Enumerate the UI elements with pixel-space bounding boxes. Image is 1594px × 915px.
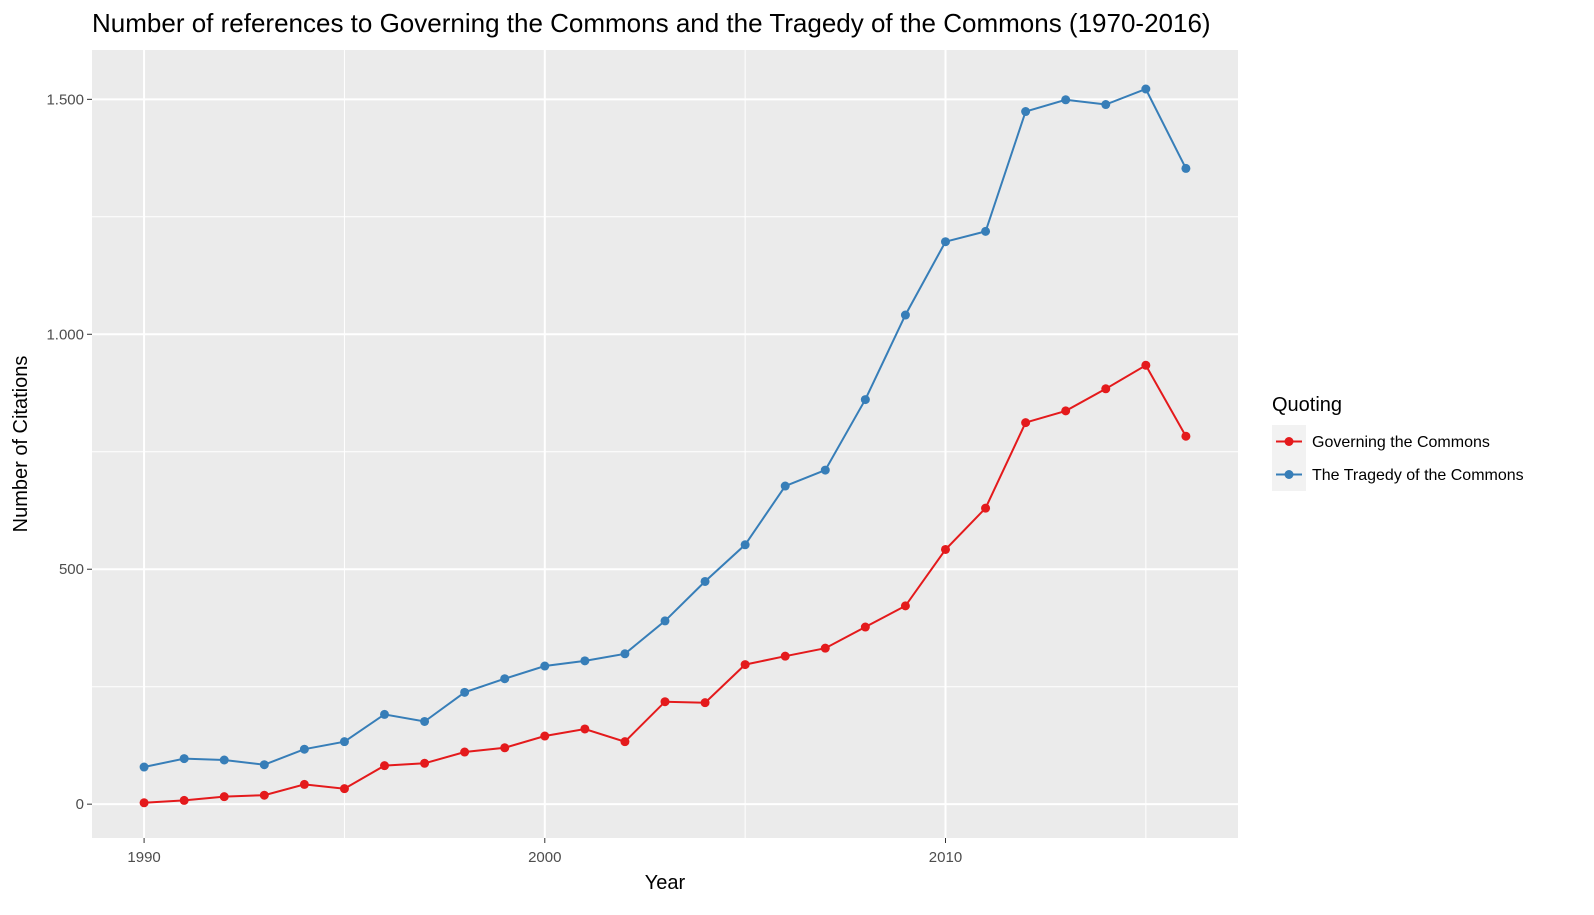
data-point-governing-the-commons (179, 795, 189, 805)
data-point-the-tragedy-of-the-commons (700, 576, 710, 586)
data-point-the-tragedy-of-the-commons (660, 616, 670, 626)
y-axis-title: Number of Citations (10, 356, 32, 533)
data-point-the-tragedy-of-the-commons (179, 754, 189, 764)
data-point-the-tragedy-of-the-commons (580, 656, 590, 666)
minor-gridlines (92, 50, 1238, 838)
x-tick-label: 1990 (127, 849, 160, 866)
data-point-governing-the-commons (900, 601, 910, 611)
data-point-governing-the-commons (380, 761, 390, 771)
data-point-the-tragedy-of-the-commons (259, 760, 269, 770)
chart-title: Number of references to Governing the Co… (92, 8, 1211, 38)
data-point-governing-the-commons (1101, 384, 1111, 394)
data-point-governing-the-commons (339, 784, 349, 794)
data-point-governing-the-commons (219, 792, 229, 802)
data-point-governing-the-commons (860, 622, 870, 632)
data-point-governing-the-commons (1181, 431, 1191, 441)
data-point-the-tragedy-of-the-commons (139, 762, 149, 772)
y-tick-label: 500 (59, 561, 84, 578)
data-point-governing-the-commons (740, 660, 750, 670)
series-layer (139, 84, 1191, 808)
data-point-governing-the-commons (660, 697, 670, 707)
data-point-governing-the-commons (500, 743, 510, 753)
data-point-the-tragedy-of-the-commons (339, 737, 349, 747)
data-point-the-tragedy-of-the-commons (460, 687, 470, 697)
legend-label: Governing the Commons (1312, 434, 1490, 451)
legend-key-point (1284, 437, 1294, 446)
data-point-governing-the-commons (820, 643, 830, 653)
data-point-governing-the-commons (1141, 360, 1151, 370)
data-point-governing-the-commons (259, 790, 269, 800)
data-point-the-tragedy-of-the-commons (1021, 107, 1031, 117)
legend-label: The Tragedy of the Commons (1312, 467, 1524, 484)
data-point-governing-the-commons (780, 651, 790, 661)
data-point-governing-the-commons (299, 779, 309, 789)
data-point-governing-the-commons (540, 731, 550, 741)
data-point-the-tragedy-of-the-commons (1061, 95, 1071, 105)
data-point-governing-the-commons (620, 737, 630, 747)
data-point-the-tragedy-of-the-commons (740, 540, 750, 550)
legend-keys: Governing the Commons The Tragedy of the … (1272, 425, 1524, 491)
y-tick-label: 1.500 (46, 91, 84, 108)
legend-title: Quoting (1272, 394, 1342, 416)
data-point-governing-the-commons (700, 698, 710, 708)
data-point-governing-the-commons (139, 798, 149, 808)
data-point-the-tragedy-of-the-commons (500, 674, 510, 684)
data-point-the-tragedy-of-the-commons (1181, 163, 1191, 173)
legend: Quoting Governing the Commons The Tragedy… (1272, 394, 1524, 491)
data-point-the-tragedy-of-the-commons (420, 716, 430, 726)
data-point-the-tragedy-of-the-commons (219, 755, 229, 765)
x-tick-label: 2010 (929, 849, 962, 866)
data-point-the-tragedy-of-the-commons (620, 649, 630, 659)
y-tick-label: 0 (76, 796, 84, 813)
y-tick-label: 1.000 (46, 326, 84, 343)
plot-panel (92, 50, 1238, 838)
data-point-governing-the-commons (981, 503, 991, 513)
data-point-governing-the-commons (580, 724, 590, 734)
data-point-the-tragedy-of-the-commons (900, 310, 910, 320)
major-gridlines (92, 50, 1238, 838)
data-point-the-tragedy-of-the-commons (540, 661, 550, 671)
data-point-the-tragedy-of-the-commons (780, 481, 790, 491)
y-axis: 0 500 1.000 1.500 (46, 91, 92, 813)
x-axis: 1990 2000 2010 (127, 838, 962, 866)
data-point-the-tragedy-of-the-commons (940, 237, 950, 247)
data-point-governing-the-commons (420, 758, 430, 768)
legend-key-point (1284, 470, 1294, 479)
data-point-the-tragedy-of-the-commons (820, 465, 830, 475)
data-point-governing-the-commons (460, 747, 470, 757)
data-point-the-tragedy-of-the-commons (299, 744, 309, 754)
data-point-governing-the-commons (1061, 406, 1071, 416)
data-point-governing-the-commons (1021, 418, 1031, 428)
data-point-the-tragedy-of-the-commons (1141, 84, 1151, 94)
data-point-governing-the-commons (940, 544, 950, 554)
data-point-the-tragedy-of-the-commons (1101, 100, 1111, 110)
data-point-the-tragedy-of-the-commons (380, 709, 390, 719)
x-tick-label: 2000 (528, 849, 561, 866)
data-point-the-tragedy-of-the-commons (981, 226, 991, 236)
data-point-the-tragedy-of-the-commons (860, 395, 870, 405)
x-axis-title: Year (645, 872, 686, 894)
